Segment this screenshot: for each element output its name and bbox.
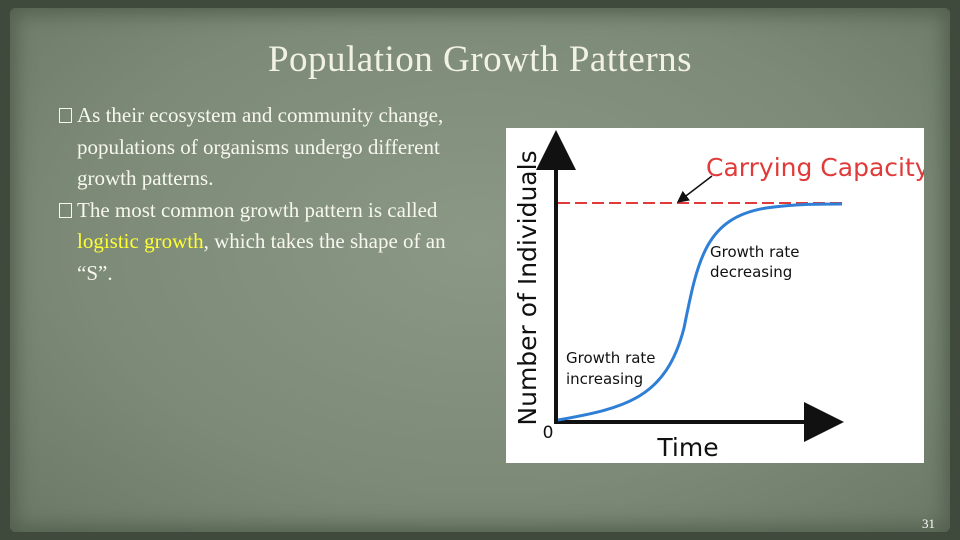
bullet-text: , which takes the shape of an “S”. (77, 229, 446, 285)
slide-number: 31 (922, 516, 935, 531)
annotation: Growth rate (566, 349, 656, 367)
annotation: Growth rate (710, 243, 800, 261)
logistic-diagram: Carrying Capacity Number of Individuals … (513, 130, 930, 462)
highlight-text: logistic growth (77, 229, 204, 253)
s-curve (557, 202, 843, 422)
bullet-text: As their ecosystem and community change,… (77, 103, 444, 190)
slide-title: Population Growth Patterns (267, 39, 693, 80)
figure: Carrying Capacity Number of Individuals … (506, 128, 930, 463)
annotation: decreasing (710, 263, 792, 281)
pointer-arrow (676, 175, 713, 203)
x-axis-label: Time (656, 433, 718, 462)
bullet: The most common growth pattern is called… (58, 195, 448, 290)
bullet-text: The most common growth pattern is called (77, 197, 438, 222)
y-axis-label: Number of Individuals (513, 150, 542, 425)
bullet-list: As their ecosystem and community change,… (58, 100, 448, 289)
capacity-label: Carrying Capacity (706, 153, 924, 182)
origin-label: 0 (543, 423, 554, 443)
bullet: As their ecosystem and community change,… (58, 100, 448, 195)
annotation: increasing (566, 370, 643, 388)
